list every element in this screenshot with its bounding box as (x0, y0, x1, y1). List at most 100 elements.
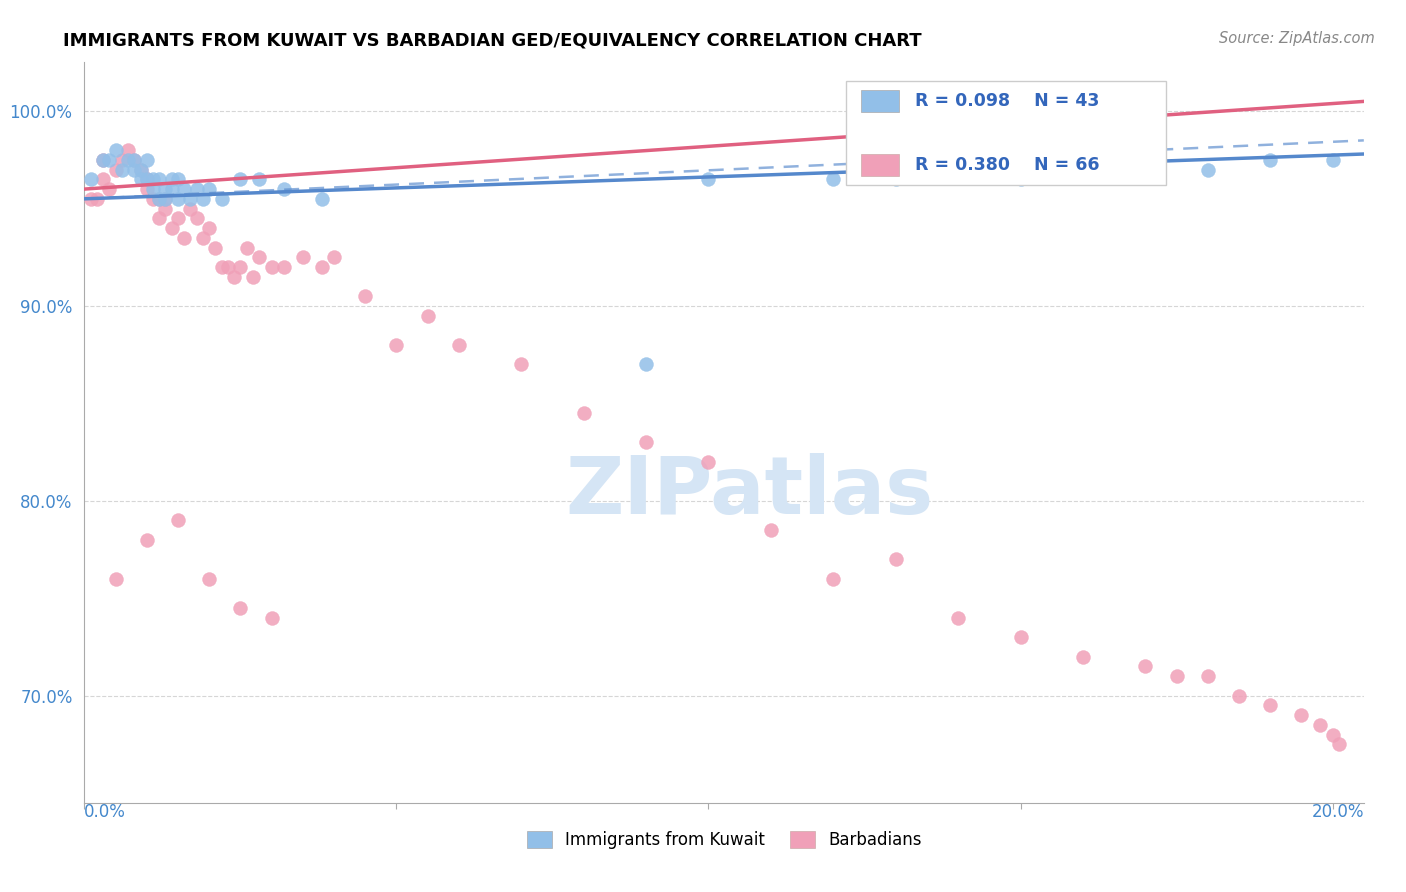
Text: R = 0.380    N = 66: R = 0.380 N = 66 (915, 155, 1099, 174)
Point (98, 182, 121, 196)
Point (1135, 659, 1157, 673)
Point (167, 192, 190, 206)
Point (129, 162, 152, 177)
Point (211, 192, 233, 206)
Point (1258, 698, 1281, 713)
Point (636, 358, 658, 372)
Point (242, 269, 264, 284)
Point (273, 260, 295, 274)
Point (697, 172, 720, 186)
Point (1291, 708, 1313, 723)
Point (291, 250, 314, 264)
Text: ZIPatlas: ZIPatlas (565, 453, 934, 531)
Point (79, 172, 101, 186)
Point (167, 172, 190, 186)
Point (160, 172, 183, 186)
Point (186, 182, 208, 196)
Point (179, 202, 201, 216)
Point (1010, 172, 1032, 186)
Point (211, 260, 233, 274)
Point (247, 172, 270, 186)
Point (135, 153, 157, 167)
Point (354, 289, 377, 303)
Point (104, 143, 127, 157)
Point (229, 601, 252, 615)
Point (759, 523, 782, 537)
Point (1227, 689, 1250, 703)
Point (229, 260, 252, 274)
Point (148, 172, 170, 186)
Point (311, 192, 333, 206)
Point (155, 192, 177, 206)
Point (167, 513, 190, 527)
Point (104, 162, 127, 177)
Point (124, 162, 146, 177)
Point (155, 192, 177, 206)
Point (1258, 153, 1281, 167)
Point (111, 162, 134, 177)
Point (179, 192, 201, 206)
Legend: Immigrants from Kuwait, Barbadians: Immigrants from Kuwait, Barbadians (519, 822, 929, 857)
Point (1197, 162, 1219, 177)
Point (385, 338, 408, 352)
Point (260, 260, 283, 274)
Point (173, 182, 195, 196)
Point (142, 192, 165, 206)
Point (1010, 630, 1032, 644)
Text: Source: ZipAtlas.com: Source: ZipAtlas.com (1219, 31, 1375, 46)
Point (636, 435, 658, 450)
Point (224, 269, 246, 284)
Point (1327, 737, 1350, 751)
Point (823, 572, 845, 586)
Point (273, 182, 295, 196)
Point (1322, 728, 1344, 742)
Point (235, 240, 257, 254)
Point (447, 338, 470, 352)
FancyBboxPatch shape (860, 90, 900, 112)
Point (416, 309, 439, 323)
Point (572, 406, 595, 420)
Point (884, 172, 907, 186)
Text: R = 0.098    N = 43: R = 0.098 N = 43 (915, 92, 1099, 110)
Point (1309, 718, 1331, 732)
Point (148, 211, 170, 226)
Point (135, 533, 157, 547)
Point (311, 260, 333, 274)
Point (135, 172, 157, 186)
Point (823, 172, 845, 186)
Text: 0.0%: 0.0% (84, 803, 127, 821)
Point (117, 143, 139, 157)
Point (260, 611, 283, 625)
Point (510, 358, 533, 372)
Point (104, 572, 127, 586)
Point (217, 260, 239, 274)
Point (129, 162, 152, 177)
Point (1197, 669, 1219, 683)
Point (79, 192, 101, 206)
Point (91, 153, 114, 167)
Text: 20.0%: 20.0% (1312, 803, 1364, 821)
Point (135, 172, 157, 186)
Point (124, 153, 146, 167)
Point (148, 192, 170, 206)
Point (204, 240, 226, 254)
Point (198, 221, 221, 235)
Point (124, 153, 146, 167)
Point (160, 182, 183, 196)
Point (198, 182, 221, 196)
Text: IMMIGRANTS FROM KUWAIT VS BARBADIAN GED/EQUIVALENCY CORRELATION CHART: IMMIGRANTS FROM KUWAIT VS BARBADIAN GED/… (63, 31, 922, 49)
Point (946, 162, 969, 177)
Point (148, 192, 170, 206)
Point (117, 153, 139, 167)
Point (167, 211, 190, 226)
FancyBboxPatch shape (845, 81, 1166, 185)
Point (160, 221, 183, 235)
Point (135, 182, 157, 196)
Point (91, 153, 114, 167)
Point (111, 153, 134, 167)
Point (323, 250, 346, 264)
FancyBboxPatch shape (860, 153, 900, 176)
Point (173, 231, 195, 245)
Point (697, 455, 720, 469)
Point (86, 192, 108, 206)
